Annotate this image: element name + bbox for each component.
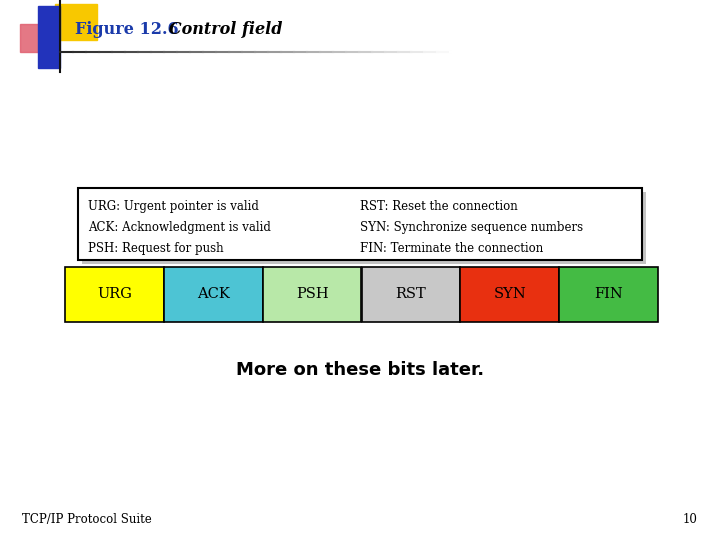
Text: PSH: Request for push: PSH: Request for push <box>88 242 224 255</box>
Bar <box>20 24 58 52</box>
Bar <box>82 192 646 264</box>
Bar <box>55 4 97 40</box>
Bar <box>361 267 460 322</box>
Text: PSH: PSH <box>296 287 328 301</box>
Text: URG: Urgent pointer is valid: URG: Urgent pointer is valid <box>88 200 259 213</box>
Text: More on these bits later.: More on these bits later. <box>236 361 484 379</box>
Text: TCP/IP Protocol Suite: TCP/IP Protocol Suite <box>22 513 152 526</box>
Bar <box>559 267 658 322</box>
Text: 10: 10 <box>683 513 698 526</box>
Text: ACK: Acknowledgment is valid: ACK: Acknowledgment is valid <box>88 221 271 234</box>
Bar <box>263 267 361 322</box>
Bar <box>78 188 642 260</box>
Text: SYN: Synchronize sequence numbers: SYN: Synchronize sequence numbers <box>360 221 583 234</box>
Text: SYN: SYN <box>493 287 526 301</box>
Bar <box>65 267 164 322</box>
Bar <box>460 267 559 322</box>
Text: FIN: Terminate the connection: FIN: Terminate the connection <box>360 242 544 255</box>
Bar <box>164 267 263 322</box>
Text: URG: URG <box>97 287 132 301</box>
Text: Figure 12.6: Figure 12.6 <box>75 22 179 38</box>
Text: RST: Reset the connection: RST: Reset the connection <box>360 200 518 213</box>
Text: ACK: ACK <box>197 287 230 301</box>
Bar <box>38 6 60 68</box>
Text: Control field: Control field <box>152 22 282 38</box>
Text: RST: RST <box>395 287 426 301</box>
Text: FIN: FIN <box>594 287 623 301</box>
